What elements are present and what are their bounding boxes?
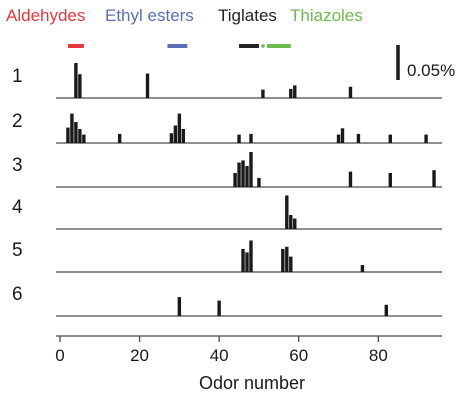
response-bar (356, 133, 361, 143)
response-bar (432, 170, 436, 187)
row-label: 2 (12, 111, 23, 132)
response-bar (78, 129, 82, 143)
response-bar (237, 134, 241, 143)
legend-separator-dot (261, 44, 265, 48)
x-tick-label: 20 (130, 346, 149, 365)
response-bar (237, 162, 241, 187)
response-bar (117, 133, 122, 143)
row-4: 4 (12, 195, 442, 230)
response-bar (241, 160, 245, 187)
response-bar (145, 73, 150, 98)
response-bar (217, 300, 221, 316)
x-tick-label: 60 (289, 346, 308, 365)
response-bar (74, 63, 78, 98)
response-bar (261, 89, 265, 98)
response-bar (74, 122, 78, 143)
row-6: 6 (12, 284, 442, 317)
response-bar (233, 173, 237, 187)
response-bar (169, 133, 174, 143)
response-bar (384, 304, 388, 316)
response-bar (360, 265, 365, 272)
scale-bar-group: 0.05% (396, 45, 455, 80)
x-tick-label: 80 (369, 346, 388, 365)
row-1: 1 (12, 63, 442, 99)
response-bar (249, 240, 253, 272)
response-bar (281, 248, 285, 272)
rows: 1 2 3 4 5 6 (12, 63, 442, 317)
response-bar (388, 173, 392, 187)
response-bar (181, 129, 186, 143)
response-bar (82, 134, 86, 143)
response-bar (289, 88, 293, 98)
response-bar (340, 128, 345, 143)
x-tick-label: 40 (210, 346, 229, 365)
response-bar (289, 256, 293, 272)
legend-label: Ethyl esters (105, 6, 194, 25)
row-label: 6 (12, 284, 23, 305)
x-axis-title: Odor number (199, 373, 305, 393)
scale-bar-label: 0.05% (407, 61, 455, 80)
response-bar (173, 125, 178, 143)
response-bar (289, 215, 293, 229)
response-bar (241, 248, 245, 272)
row-label: 1 (12, 66, 23, 87)
response-bar (293, 85, 297, 98)
legend: Aldehydes Ethyl esters Tiglates Thiazoles (6, 6, 363, 48)
response-bar (336, 134, 341, 143)
legend-label: Aldehydes (6, 6, 85, 25)
response-bar (348, 171, 353, 187)
x-tick-label: 0 (55, 346, 64, 365)
legend-label: Tiglates (218, 6, 277, 25)
response-bar (249, 152, 253, 187)
response-bar (66, 127, 70, 143)
response-bar (293, 218, 297, 229)
response-bar (177, 113, 182, 143)
response-bar (388, 134, 392, 143)
response-bar (70, 113, 74, 143)
response-bar (348, 86, 353, 98)
row-2: 2 (12, 111, 442, 144)
response-bar (245, 166, 249, 187)
response-bar (177, 297, 182, 316)
response-bar (245, 252, 249, 272)
response-bar (78, 74, 82, 98)
response-bar (285, 195, 289, 229)
row-label: 4 (12, 197, 23, 218)
row-5: 5 (12, 240, 442, 273)
row-3: 3 (12, 152, 442, 188)
row-label: 5 (12, 240, 23, 261)
x-axis: 0 20 40 60 80 Odor number (55, 335, 442, 393)
response-bar (424, 134, 428, 143)
response-bar (285, 246, 289, 272)
legend-label: Thiazoles (290, 6, 363, 25)
response-bar (257, 177, 261, 187)
response-bar (249, 133, 253, 143)
row-label: 3 (12, 155, 23, 176)
